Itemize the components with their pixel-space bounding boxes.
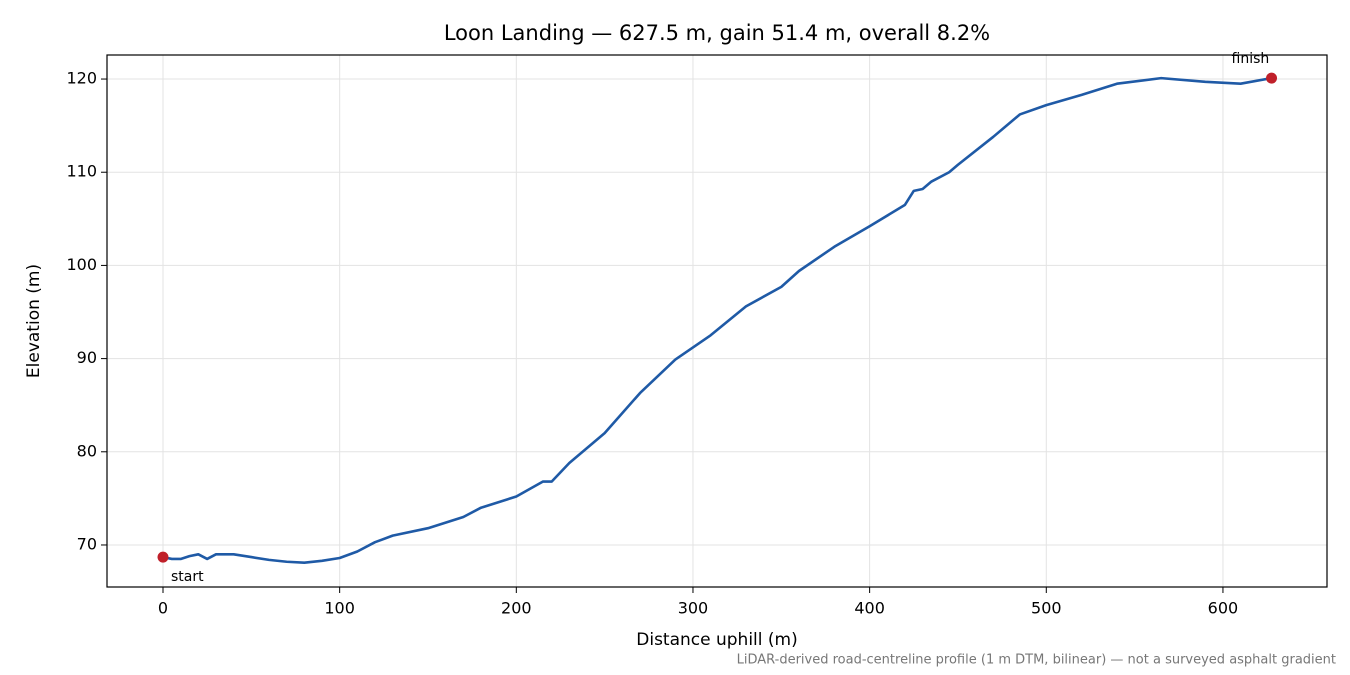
point-label: start [171, 569, 204, 585]
x-tick-label: 500 [1031, 599, 1062, 618]
y-tick-label: 80 [77, 441, 97, 460]
x-tick-label: 400 [854, 599, 885, 618]
x-axis-label: Distance uphill (m) [636, 630, 797, 650]
x-tick-label: 100 [324, 599, 355, 618]
elevation-line [162, 76, 1272, 564]
x-tick-label: 200 [501, 599, 532, 618]
plot-frame [106, 54, 1328, 588]
y-tick-label: 70 [77, 534, 97, 553]
endpoint-marker [1266, 72, 1278, 84]
point-label: finish [1232, 51, 1270, 67]
y-axis-label: Elevation (m) [24, 264, 44, 378]
y-tick-label: 120 [66, 69, 97, 88]
x-tick-label: 600 [1208, 599, 1239, 618]
x-tick-label: 0 [158, 599, 168, 618]
chart-title: Loon Landing — 627.5 m, gain 51.4 m, ove… [444, 21, 990, 45]
y-tick-label: 100 [66, 255, 97, 274]
endpoint-marker [157, 551, 169, 563]
footnote: LiDAR-derived road-centreline profile (1… [737, 653, 1336, 668]
y-tick-label: 90 [77, 348, 97, 367]
y-tick-label: 110 [66, 162, 97, 181]
x-tick-label: 300 [678, 599, 709, 618]
